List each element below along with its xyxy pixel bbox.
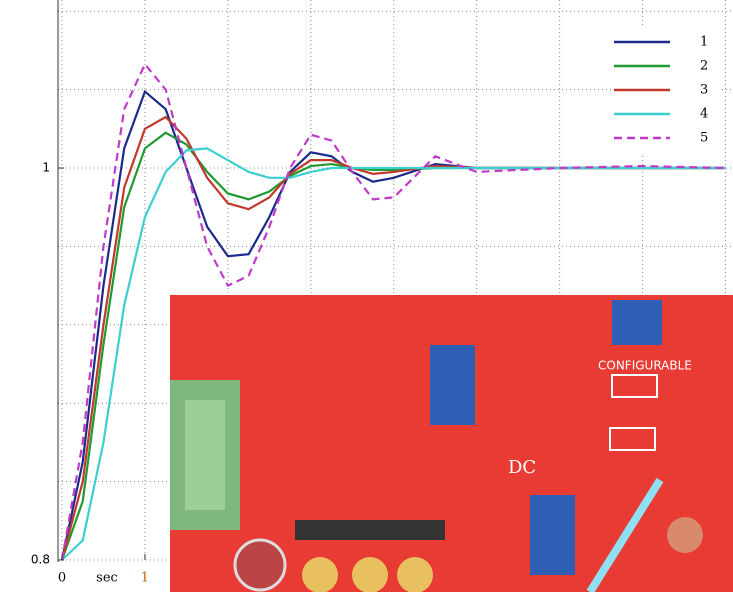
pcb-label: CONFIGURABLE <box>598 359 692 373</box>
legend-label: 5 <box>700 131 708 146</box>
capacitor <box>667 517 703 553</box>
x-tick-label: 0 <box>58 571 66 586</box>
terminal-block-face <box>185 400 225 510</box>
potentiometer <box>530 495 575 575</box>
potentiometer <box>612 300 662 345</box>
connector <box>352 557 388 592</box>
legend: 1 2 3 4 5 <box>612 28 722 153</box>
legend-label: 3 <box>700 83 708 98</box>
x-tick-label: 1 <box>141 571 149 586</box>
legend-label: 4 <box>700 107 708 122</box>
pcb-label: DC <box>508 457 536 478</box>
connector <box>302 557 338 592</box>
ic-chip <box>295 520 445 540</box>
y-tick-label: 0.8 <box>31 553 50 567</box>
connector <box>235 540 285 590</box>
connector <box>397 557 433 592</box>
x-axis-label: sec <box>96 571 118 586</box>
legend-label: 2 <box>700 59 708 74</box>
chart: CONFIGURABLE DC 1 2 3 4 5 0.8 1 0 1 sec <box>0 0 733 592</box>
legend-label: 1 <box>700 35 708 50</box>
pcb-photo: CONFIGURABLE DC <box>170 295 733 592</box>
y-tick-label: 1 <box>42 161 50 175</box>
potentiometer <box>430 345 475 425</box>
